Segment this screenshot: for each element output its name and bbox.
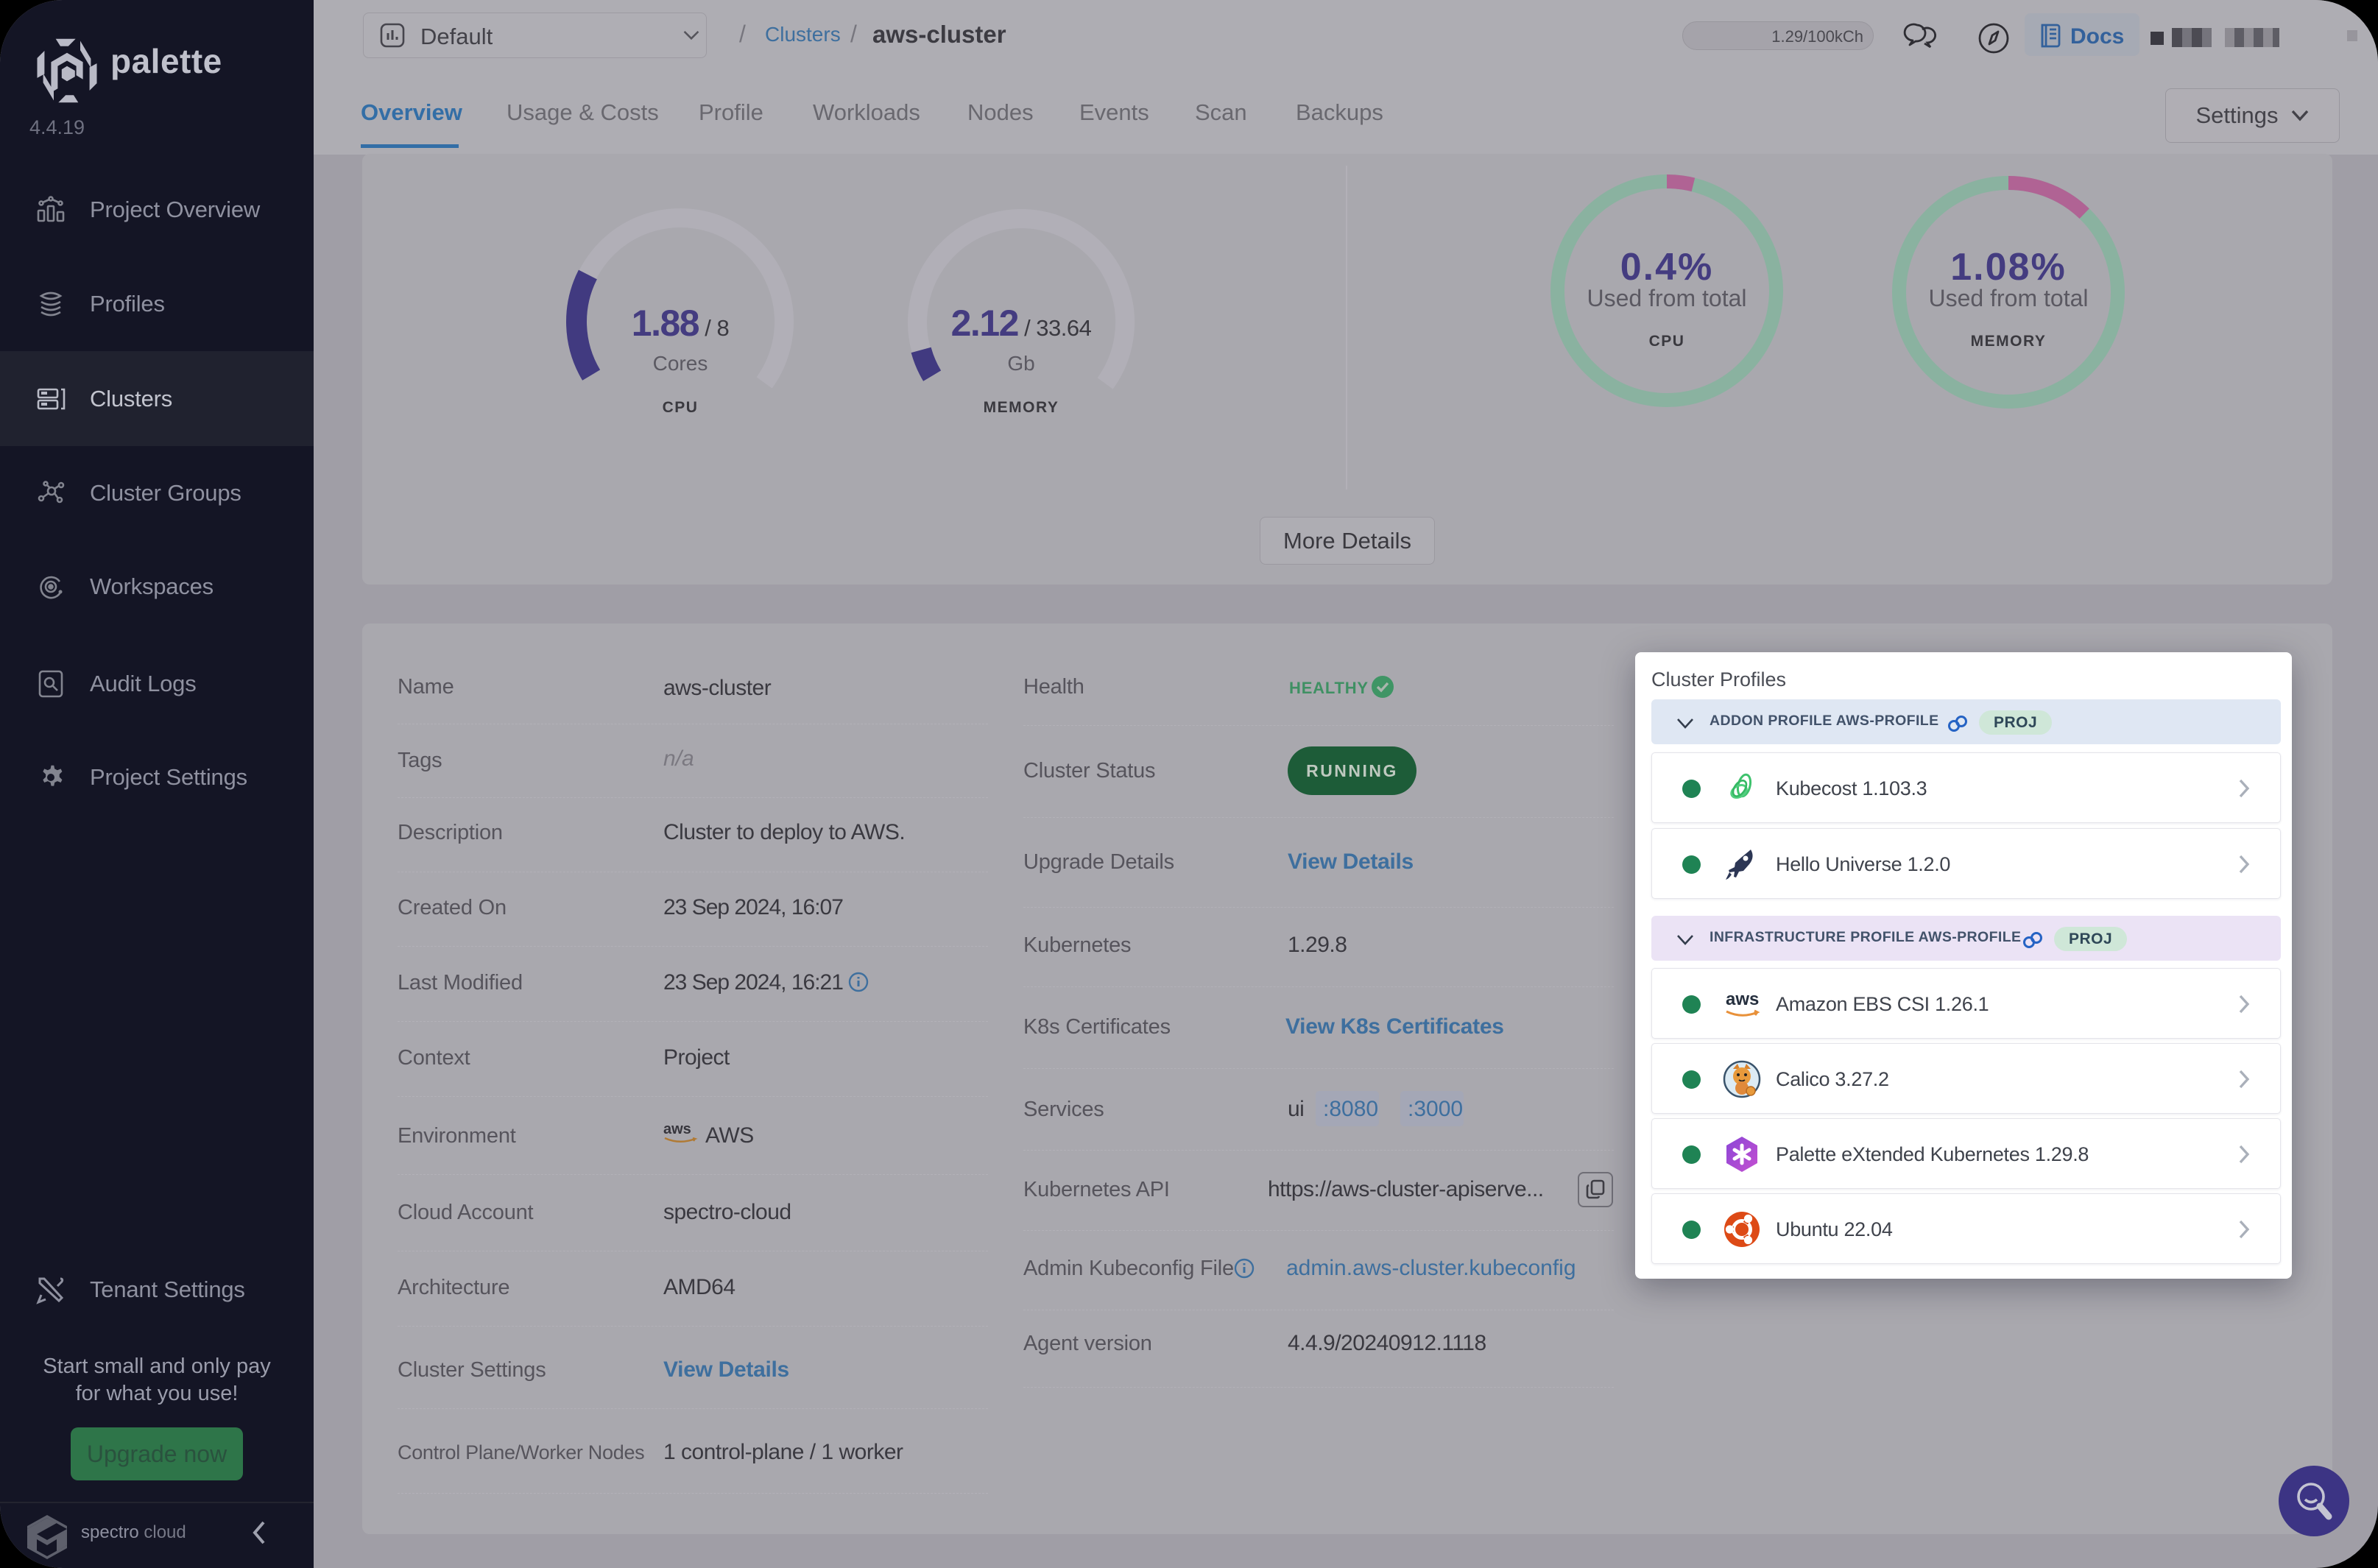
svg-text:aws: aws (663, 1121, 691, 1137)
svg-text:aws: aws (1726, 989, 1759, 1009)
